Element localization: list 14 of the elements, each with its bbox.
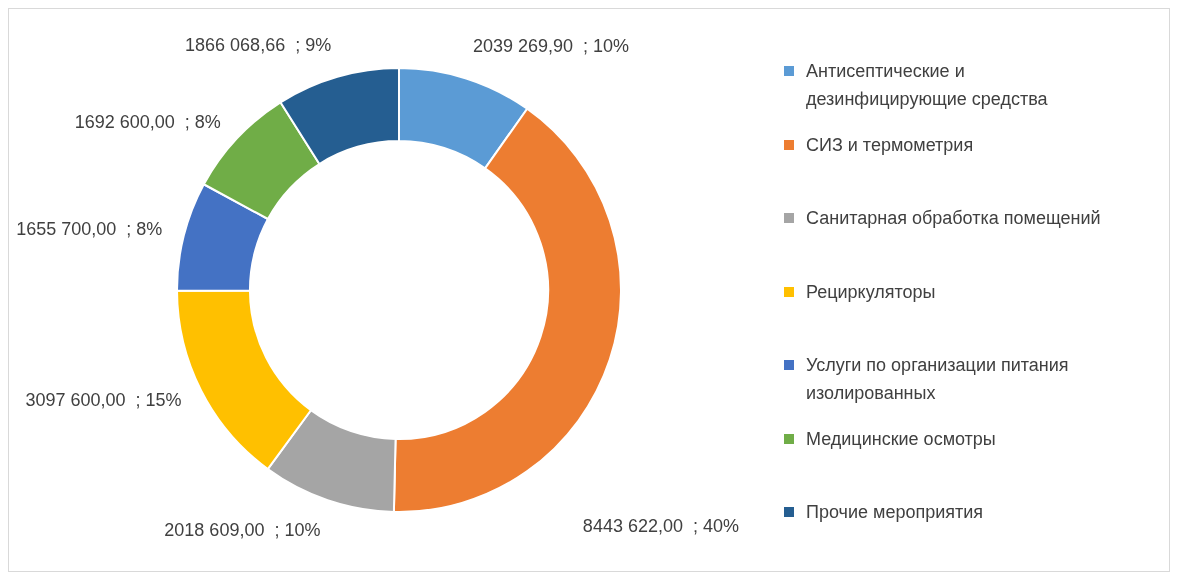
data-label: 1866 068,66 ; 9% [185,34,332,55]
data-label: 3097 600,00 ; 15% [25,389,182,410]
legend-label: Рециркуляторы [806,280,936,304]
legend-label: СИЗ и термометрия [806,133,974,157]
legend-label: Прочие мероприятия [806,501,984,524]
legend-label: Антисептические и дезинфицирующие средства [806,60,1049,111]
data-label: 1692 600,00 ; 8% [74,112,221,133]
data-label: 2018 609,00 ; 10% [164,519,321,540]
data-label: 8443 622,00 ; 40% [582,515,740,536]
legend-label: Услуги по организации питания изолированных [806,354,1070,405]
legend-label: Медицинские осмотры [806,427,996,451]
data-label: 1655 700,00 ; 8% [16,219,163,240]
legend-label: Санитарная обработка помещений [806,207,1101,230]
data-label: 2039 269,90 ; 10% [472,36,630,57]
